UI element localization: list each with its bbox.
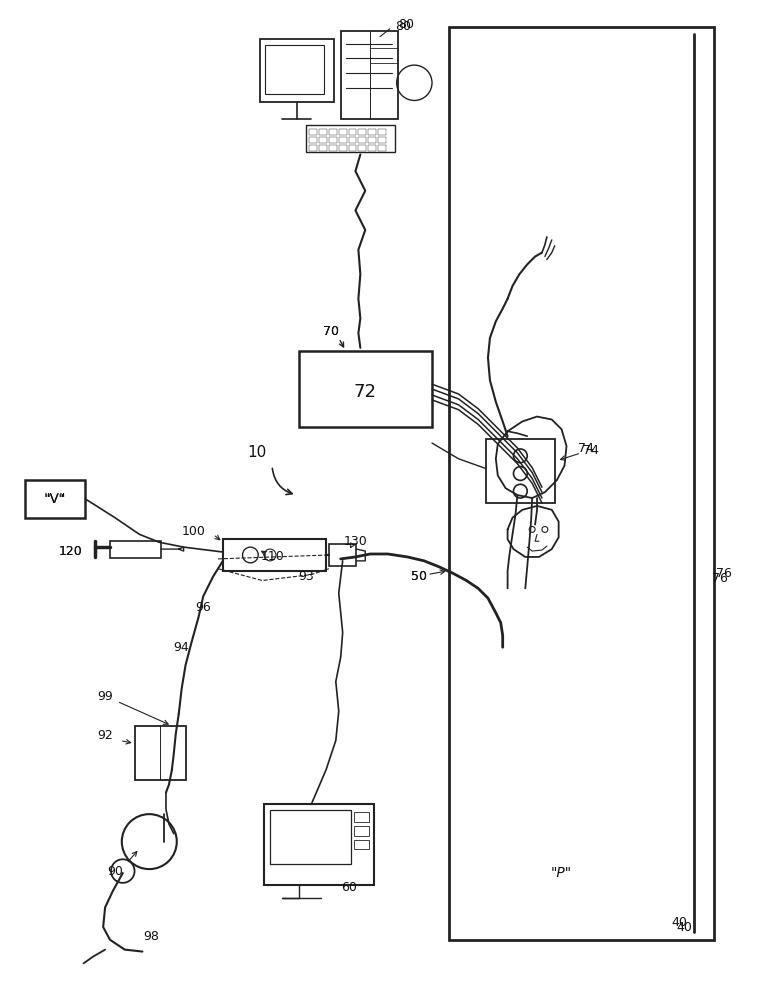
- Bar: [319, 129, 327, 135]
- Bar: [359, 145, 366, 151]
- Bar: [306, 125, 395, 152]
- Bar: [135, 726, 186, 780]
- Bar: [309, 137, 317, 143]
- Text: 70: 70: [323, 325, 339, 338]
- Text: 80: 80: [398, 18, 414, 31]
- Bar: [349, 129, 356, 135]
- Text: 93: 93: [299, 570, 315, 583]
- Bar: [299, 351, 432, 427]
- Text: 100: 100: [181, 525, 205, 538]
- Bar: [270, 810, 350, 864]
- Text: 90: 90: [107, 865, 123, 878]
- Bar: [329, 544, 356, 566]
- Text: 74: 74: [583, 444, 599, 457]
- Text: 40: 40: [672, 916, 688, 929]
- Bar: [368, 137, 376, 143]
- Text: 96: 96: [196, 601, 211, 614]
- Text: 74: 74: [578, 442, 594, 455]
- Text: 70: 70: [323, 325, 339, 338]
- Bar: [378, 145, 386, 151]
- Text: 10: 10: [248, 445, 267, 460]
- Bar: [368, 145, 376, 151]
- Bar: [349, 137, 356, 143]
- Bar: [359, 129, 366, 135]
- Text: 60: 60: [340, 881, 356, 894]
- Bar: [359, 137, 366, 143]
- Text: 92: 92: [97, 729, 113, 742]
- Bar: [319, 137, 327, 143]
- Text: 76: 76: [716, 567, 731, 580]
- Bar: [309, 129, 317, 135]
- Bar: [24, 480, 86, 518]
- Text: 120: 120: [59, 545, 83, 558]
- Bar: [329, 137, 337, 143]
- Bar: [265, 45, 324, 94]
- Bar: [378, 137, 386, 143]
- Text: 80: 80: [395, 20, 411, 33]
- Text: 50: 50: [412, 570, 428, 583]
- Bar: [355, 826, 369, 836]
- Text: 72: 72: [354, 383, 377, 401]
- Text: 99: 99: [97, 690, 113, 703]
- Text: "P": "P": [551, 866, 572, 880]
- Bar: [339, 137, 346, 143]
- Text: 50: 50: [412, 570, 428, 583]
- Text: 130: 130: [343, 535, 368, 548]
- Bar: [368, 129, 376, 135]
- Bar: [349, 145, 356, 151]
- Bar: [339, 145, 346, 151]
- Bar: [378, 129, 386, 135]
- Bar: [486, 439, 555, 503]
- Text: 76: 76: [712, 572, 728, 585]
- Text: 120: 120: [59, 545, 83, 558]
- Text: 110: 110: [260, 550, 284, 563]
- Bar: [110, 541, 161, 558]
- Text: 94: 94: [173, 641, 189, 654]
- Bar: [319, 145, 327, 151]
- Bar: [340, 31, 398, 119]
- Text: "V": "V": [45, 493, 65, 506]
- Bar: [355, 812, 369, 822]
- Bar: [264, 804, 374, 885]
- Text: "V": "V": [44, 492, 66, 506]
- Bar: [309, 145, 317, 151]
- Bar: [355, 840, 369, 849]
- Bar: [449, 27, 714, 940]
- Bar: [339, 129, 346, 135]
- Text: 98: 98: [143, 930, 159, 943]
- Text: 40: 40: [676, 921, 692, 934]
- Bar: [329, 145, 337, 151]
- Bar: [329, 129, 337, 135]
- Bar: [260, 39, 334, 102]
- Bar: [223, 539, 326, 571]
